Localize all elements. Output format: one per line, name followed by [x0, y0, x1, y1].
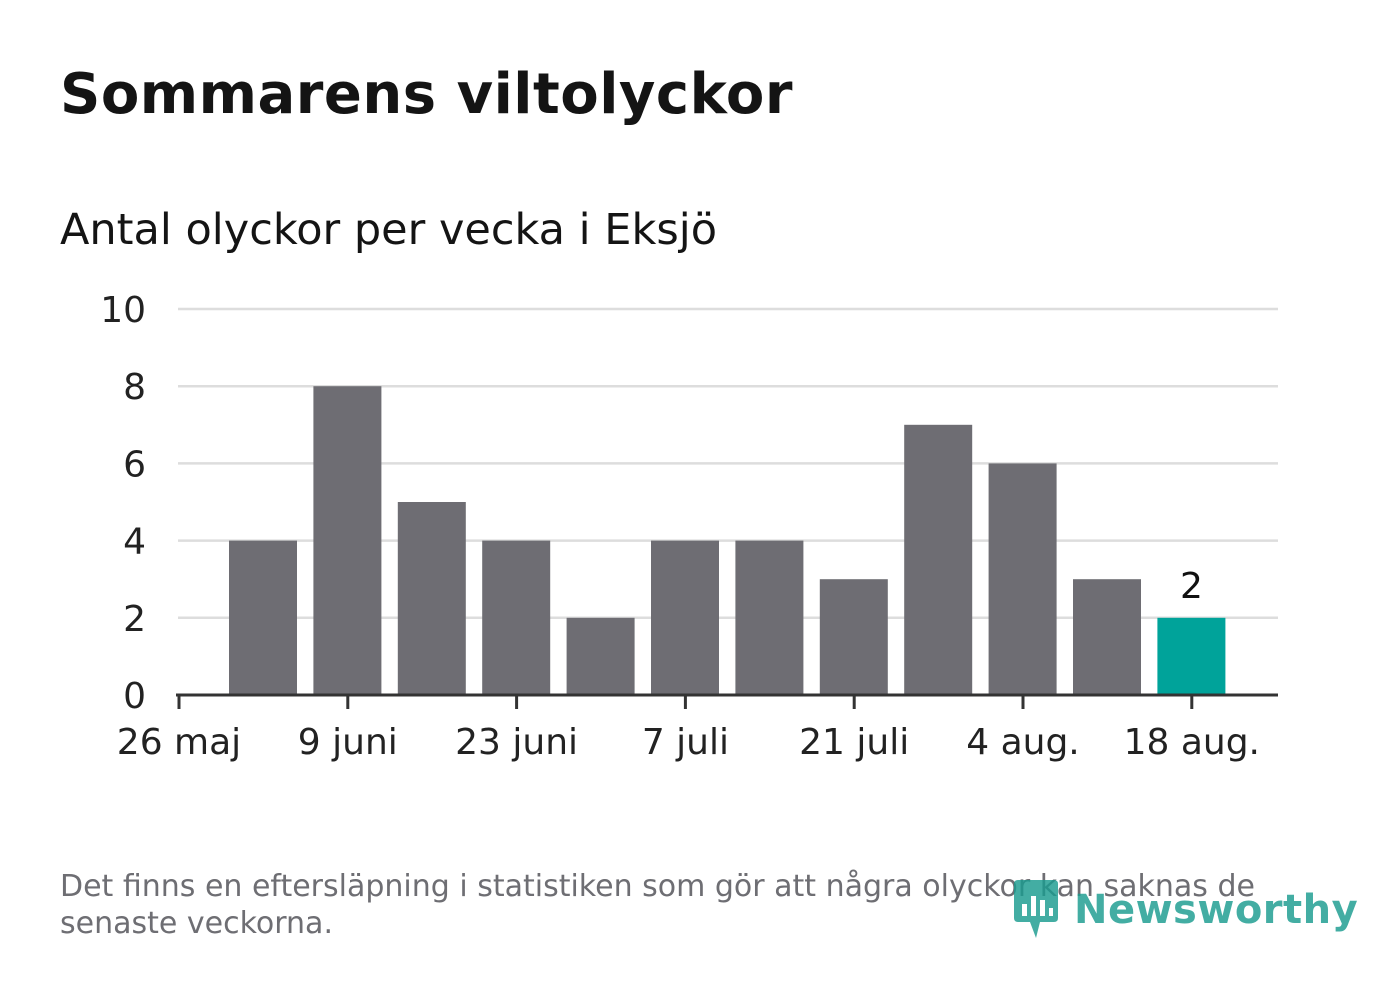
bar — [735, 540, 804, 695]
bar — [1157, 617, 1226, 695]
y-tick-label: 0 — [123, 676, 146, 717]
x-tick-label: 9 juni — [298, 722, 398, 763]
chart-title: Sommarens viltolyckor — [60, 62, 793, 127]
logo-text: Newsworthy — [1074, 887, 1359, 933]
chart-subtitle: Antal olyckor per vecka i Eksjö — [60, 205, 718, 255]
bar-chart: 0 2 4 6 8 10 2 26 maj 9 juni 23 juni 7 juli 21 juli… — [100, 290, 1278, 763]
bar — [566, 617, 635, 695]
newsworthy-logo: Newsworthy — [1010, 876, 1358, 944]
axes — [176, 693, 1278, 709]
bar — [1073, 579, 1141, 695]
x-tick-label: 18 aug. — [1124, 722, 1260, 763]
x-tick-label: 26 maj — [117, 722, 241, 763]
y-tick-label: 10 — [100, 290, 146, 331]
y-tick-label: 8 — [123, 367, 146, 408]
y-tick-label: 4 — [123, 522, 146, 563]
y-tick-label: 6 — [123, 444, 146, 485]
bars — [229, 386, 1226, 695]
bar — [397, 502, 466, 695]
bar — [482, 540, 551, 695]
bar — [819, 579, 888, 695]
x-tick-label: 23 juni — [455, 722, 578, 763]
bar — [988, 463, 1057, 695]
bar — [904, 424, 973, 695]
x-tick-label: 4 aug. — [966, 722, 1080, 763]
y-tick-label: 2 — [123, 599, 146, 640]
newsworthy-chart-icon — [1014, 880, 1058, 938]
x-tick-label: 21 juli — [799, 722, 909, 763]
bar — [313, 386, 382, 695]
data-label: 2 — [1180, 566, 1203, 607]
bar — [229, 540, 297, 695]
x-tick-label: 7 juli — [642, 722, 729, 763]
bar — [651, 540, 719, 695]
labels: 0 2 4 6 8 10 2 26 maj 9 juni 23 juni 7 juli 21 juli… — [100, 290, 1260, 763]
